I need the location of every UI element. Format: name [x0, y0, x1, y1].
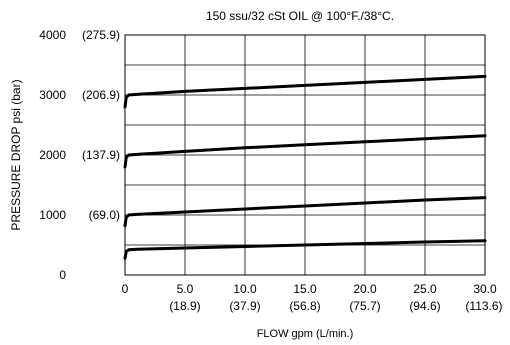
x-tick-label: 30.0 — [473, 282, 497, 296]
y-tick-label: 0 — [59, 268, 66, 282]
x-tick-sublabel: (37.9) — [229, 299, 260, 313]
y-axis: 0 1000 (69.0) 2000 (137.9) 3000 (206.9) 4000 (27… — [39, 28, 120, 282]
series-line — [123, 134, 487, 169]
series-line — [123, 74, 487, 109]
x-tick-sublabel: (75.7) — [349, 299, 380, 313]
x-tick-sublabel: (18.9) — [169, 299, 200, 313]
y-tick-sublabel: (275.9) — [82, 28, 120, 42]
x-axis-title: FLOW gpm (L/min.) — [257, 328, 354, 340]
y-tick-sublabel: (206.9) — [82, 88, 120, 102]
y-tick-sublabel: (137.9) — [82, 148, 120, 162]
series-line — [123, 239, 487, 260]
x-tick-label: 25.0 — [413, 282, 437, 296]
x-tick-label: 5.0 — [177, 282, 194, 296]
x-tick-label: 15.0 — [293, 282, 317, 296]
x-axis: 0 5.0 (18.9) 10.0 (37.9) 15.0 (56.8) 20.0 (75.7)… — [122, 282, 503, 313]
x-tick-sublabel: (56.8) — [289, 299, 320, 313]
plot-frame — [124, 34, 486, 276]
y-axis-title: PRESSURE DROP psi (bar) — [9, 79, 23, 230]
grid — [125, 34, 485, 275]
x-tick-label: 20.0 — [353, 282, 377, 296]
chart-title: 150 ssu/32 cSt OIL @ 100°F./38°C. — [206, 9, 394, 23]
x-tick-sublabel: (113.6) — [465, 299, 502, 313]
y-tick-label: 3000 — [39, 88, 66, 102]
x-tick-label: 10.0 — [233, 282, 257, 296]
y-tick-label: 4000 — [39, 28, 66, 42]
series-group — [123, 74, 487, 260]
y-tick-sublabel: (69.0) — [89, 208, 120, 222]
y-tick-label: 1000 — [39, 208, 66, 222]
series-line — [123, 196, 487, 228]
y-tick-label: 2000 — [39, 148, 66, 162]
x-tick-label: 0 — [122, 282, 129, 296]
x-tick-sublabel: (94.6) — [409, 299, 440, 313]
